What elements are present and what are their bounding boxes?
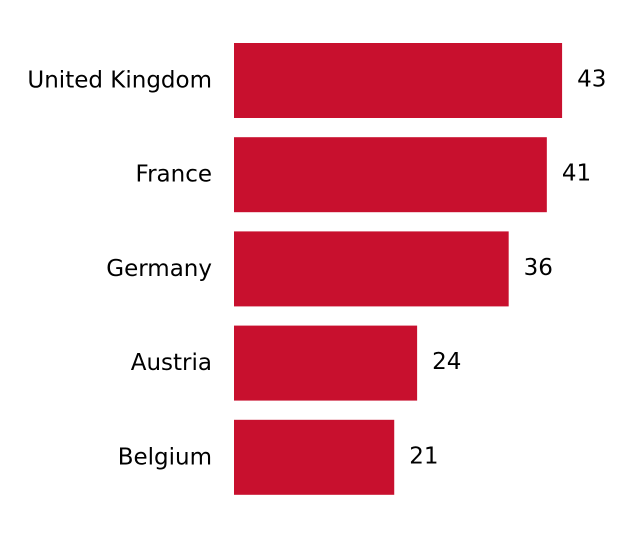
- bar-belgium: [234, 419, 395, 495]
- bar-austria: [234, 325, 418, 401]
- value-label: 21: [409, 443, 438, 469]
- value-label: 43: [577, 67, 606, 93]
- bar-germany: [234, 231, 509, 307]
- category-labels-layer: United Kingdom France Germany Austria Belgiu…: [27, 68, 212, 471]
- category-label: Germany: [106, 256, 212, 282]
- bars-layer: [234, 43, 563, 495]
- bar-france: [234, 137, 547, 213]
- value-label: 36: [524, 255, 553, 281]
- value-label: 24: [432, 349, 461, 375]
- category-label: France: [136, 162, 212, 188]
- category-label: Belgium: [118, 444, 212, 470]
- bar-united-kingdom: [234, 43, 563, 118]
- category-label: Austria: [131, 350, 212, 376]
- category-label: United Kingdom: [27, 68, 212, 94]
- value-label: 41: [562, 161, 591, 187]
- value-labels-layer: 43 41 36 24 21: [409, 67, 606, 470]
